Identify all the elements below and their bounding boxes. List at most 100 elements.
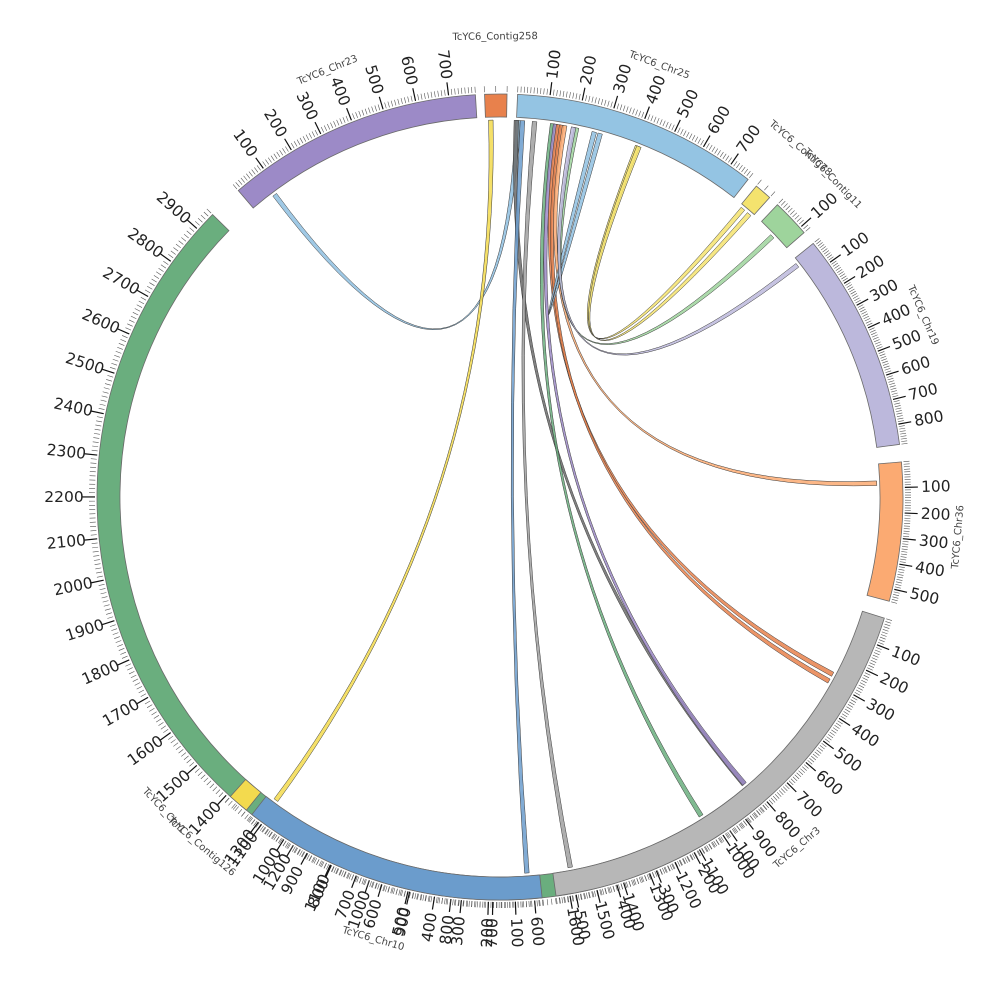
major-tick [117, 328, 130, 335]
major-tick [136, 696, 149, 705]
tick-label: 500 [389, 905, 413, 938]
link-ribbon [273, 119, 494, 802]
tick-label: 400 [914, 558, 946, 581]
major-tick [117, 659, 130, 666]
segment-tcyc6-chr19 [794, 242, 900, 448]
major-tick [284, 138, 292, 151]
major-tick [698, 849, 707, 862]
major-tick [377, 884, 383, 898]
minor-ticks [814, 238, 908, 445]
major-tick [674, 862, 682, 875]
major-tick [581, 87, 586, 101]
major-tick [730, 153, 739, 165]
major-tick [613, 95, 619, 109]
tick-label: 100 [543, 49, 565, 81]
link-ribbon [587, 144, 746, 340]
major-tick [853, 694, 866, 702]
tick-label: 300 [918, 531, 949, 552]
major-tick [843, 275, 856, 284]
major-tick [892, 395, 906, 400]
segment-tcyc6-contig126 [229, 778, 262, 811]
major-tick [325, 864, 332, 878]
tick-label: 200 [877, 669, 911, 698]
major-tick [596, 890, 601, 903]
tick-label: 2800 [124, 224, 167, 262]
tick-label: 100 [507, 918, 526, 948]
segment-tcyc6-contig258 [484, 93, 508, 118]
major-tick [838, 717, 851, 726]
major-tick [84, 453, 98, 456]
major-tick [101, 368, 115, 374]
major-tick [286, 844, 294, 857]
segment-tcyc6-chr3 [552, 610, 885, 897]
major-tick [90, 579, 104, 584]
tick-label: 300 [448, 915, 469, 946]
major-tick [324, 864, 331, 877]
major-tick [159, 253, 172, 262]
tick-label: 100 [921, 477, 951, 496]
major-tick [569, 895, 573, 909]
tick-label: 400 [642, 73, 669, 107]
tick-label: 500 [831, 744, 865, 776]
major-tick [431, 896, 436, 910]
major-tick [448, 898, 452, 912]
link-ribbon [550, 124, 831, 684]
segment-tcyc6-chr25 [516, 93, 749, 199]
major-tick [829, 254, 841, 263]
major-tick [722, 834, 731, 847]
major-tick [886, 370, 899, 376]
tick-label: 300 [292, 89, 321, 124]
major-tick [514, 901, 517, 915]
tick-label: 200 [577, 54, 601, 87]
major-tick [534, 900, 537, 914]
tick-label: 2300 [46, 441, 87, 463]
tick-label: 2100 [46, 531, 87, 553]
major-tick [412, 88, 417, 102]
tick-label: 1600 [124, 732, 167, 770]
tick-label: 700 [483, 918, 502, 948]
minor-ticks [483, 86, 508, 93]
major-tick [693, 852, 701, 865]
tick-label: 200 [853, 252, 888, 283]
segment-tcyc6-contig78 [741, 185, 771, 216]
tick-label: 1700 [100, 695, 143, 730]
major-tick [84, 538, 98, 541]
major-tick [250, 821, 259, 833]
minor-ticks [891, 460, 912, 604]
tick-label: 800 [771, 808, 804, 842]
tick-label: 700 [792, 788, 826, 822]
tick-label: 2200 [44, 488, 83, 506]
major-tick [745, 818, 754, 830]
major-tick [805, 762, 817, 772]
tick-label: 700 [733, 122, 765, 157]
tick-label: 700 [434, 49, 456, 81]
minor-ticks [224, 797, 246, 817]
tick-label: 300 [867, 276, 902, 306]
segment-label: TcYC6_Chr36 [950, 505, 967, 571]
tick-label: 800 [436, 914, 457, 946]
major-tick [623, 882, 629, 896]
major-tick [216, 794, 227, 806]
link-ribbon [540, 123, 704, 818]
major-tick [649, 873, 655, 886]
tick-label: 2400 [52, 394, 94, 420]
major-tick [253, 823, 262, 836]
segment-layer [96, 93, 904, 901]
major-tick [786, 782, 797, 793]
tick-label: 2900 [153, 188, 194, 228]
major-tick [616, 884, 622, 898]
tick-label: 500 [908, 584, 941, 608]
tick-label: 2600 [79, 305, 122, 337]
tick-label: 400 [879, 301, 913, 330]
segment-tcyc6-chr36 [866, 461, 904, 602]
tick-label: 200 [921, 505, 951, 524]
major-tick [902, 538, 916, 541]
major-tick [459, 900, 462, 914]
major-tick [186, 219, 198, 229]
tick-label: 100 [838, 228, 873, 260]
minor-ticks [89, 208, 768, 909]
tick-label: 300 [610, 62, 636, 95]
tick-label: 500 [890, 326, 924, 353]
major-tick [867, 321, 881, 329]
